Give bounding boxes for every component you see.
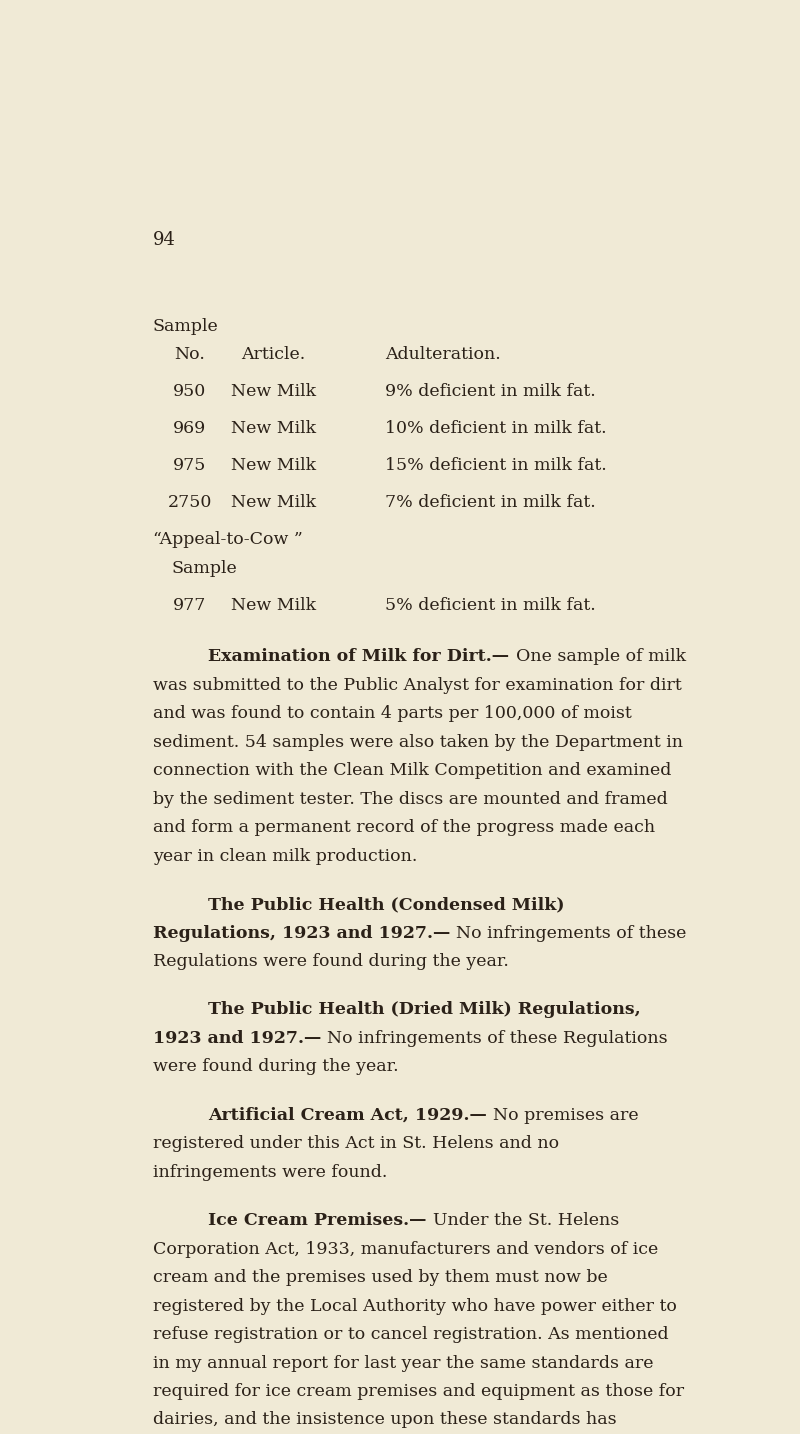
Text: sediment. 54 samples were also taken by the Department in: sediment. 54 samples were also taken by … — [153, 734, 682, 751]
Text: dairies, and the insistence upon these standards has: dairies, and the insistence upon these s… — [153, 1411, 616, 1428]
Text: No infringements of these: No infringements of these — [456, 925, 686, 942]
Text: Examination of Milk for Dirt.—: Examination of Milk for Dirt.— — [209, 648, 510, 665]
Text: New Milk: New Milk — [231, 457, 316, 475]
Text: 10% deficient in milk fat.: 10% deficient in milk fat. — [386, 420, 607, 437]
Text: 9% deficient in milk fat.: 9% deficient in milk fat. — [386, 383, 596, 400]
Text: New Milk: New Milk — [231, 495, 316, 512]
Text: 977: 977 — [174, 597, 206, 614]
Text: New Milk: New Milk — [231, 597, 316, 614]
Text: 15% deficient in milk fat.: 15% deficient in milk fat. — [386, 457, 607, 475]
Text: New Milk: New Milk — [231, 383, 316, 400]
Text: by the sediment tester. The discs are mounted and framed: by the sediment tester. The discs are mo… — [153, 790, 667, 807]
Text: connection with the Clean Milk Competition and examined: connection with the Clean Milk Competiti… — [153, 763, 671, 779]
Text: cream and the premises used by them must now be: cream and the premises used by them must… — [153, 1269, 607, 1286]
Text: No infringements of these Regulations: No infringements of these Regulations — [327, 1030, 667, 1047]
Text: 5% deficient in milk fat.: 5% deficient in milk fat. — [386, 597, 596, 614]
Text: Article.: Article. — [242, 347, 306, 363]
Text: New Milk: New Milk — [231, 420, 316, 437]
Text: Under the St. Helens: Under the St. Helens — [433, 1212, 619, 1229]
Text: Artificial Cream Act, 1929.—: Artificial Cream Act, 1929.— — [209, 1107, 487, 1124]
Text: Regulations, 1923 and 1927.—: Regulations, 1923 and 1927.— — [153, 925, 450, 942]
Text: 969: 969 — [174, 420, 206, 437]
Text: Ice Cream Premises.—: Ice Cream Premises.— — [209, 1212, 427, 1229]
Text: infringements were found.: infringements were found. — [153, 1164, 387, 1180]
Text: One sample of milk: One sample of milk — [515, 648, 686, 665]
Text: registered by the Local Authority who have power either to: registered by the Local Authority who ha… — [153, 1298, 677, 1315]
Text: was submitted to the Public Analyst for examination for dirt: was submitted to the Public Analyst for … — [153, 677, 682, 694]
Text: 950: 950 — [174, 383, 206, 400]
Text: Sample: Sample — [153, 318, 218, 334]
Text: 975: 975 — [174, 457, 206, 475]
Text: “Appeal-to-Cow ”: “Appeal-to-Cow ” — [153, 532, 302, 548]
Text: and form a permanent record of the progress made each: and form a permanent record of the progr… — [153, 819, 655, 836]
Text: 94: 94 — [153, 231, 175, 248]
Text: required for ice cream premises and equipment as those for: required for ice cream premises and equi… — [153, 1382, 684, 1400]
Text: Adulteration.: Adulteration. — [386, 347, 501, 363]
Text: year in clean milk production.: year in clean milk production. — [153, 847, 417, 865]
Text: and was found to contain 4 parts per 100,000 of moist: and was found to contain 4 parts per 100… — [153, 706, 631, 723]
Text: were found during the year.: were found during the year. — [153, 1058, 398, 1076]
Text: No premises are: No premises are — [494, 1107, 639, 1124]
Text: 2750: 2750 — [168, 495, 212, 512]
Text: refuse registration or to cancel registration. As mentioned: refuse registration or to cancel registr… — [153, 1326, 668, 1344]
Text: registered under this Act in St. Helens and no: registered under this Act in St. Helens … — [153, 1136, 559, 1153]
Text: in my annual report for last year the same standards are: in my annual report for last year the sa… — [153, 1355, 654, 1371]
Text: Corporation Act, 1933, manufacturers and vendors of ice: Corporation Act, 1933, manufacturers and… — [153, 1240, 658, 1258]
Text: Sample: Sample — [171, 561, 237, 576]
Text: The Public Health (Dried Milk) Regulations,: The Public Health (Dried Milk) Regulatio… — [209, 1001, 642, 1018]
Text: No.: No. — [174, 347, 206, 363]
Text: The Public Health (Condensed Milk): The Public Health (Condensed Milk) — [209, 896, 565, 913]
Text: 7% deficient in milk fat.: 7% deficient in milk fat. — [386, 495, 596, 512]
Text: 1923 and 1927.—: 1923 and 1927.— — [153, 1030, 321, 1047]
Text: Regulations were found during the year.: Regulations were found during the year. — [153, 954, 509, 969]
